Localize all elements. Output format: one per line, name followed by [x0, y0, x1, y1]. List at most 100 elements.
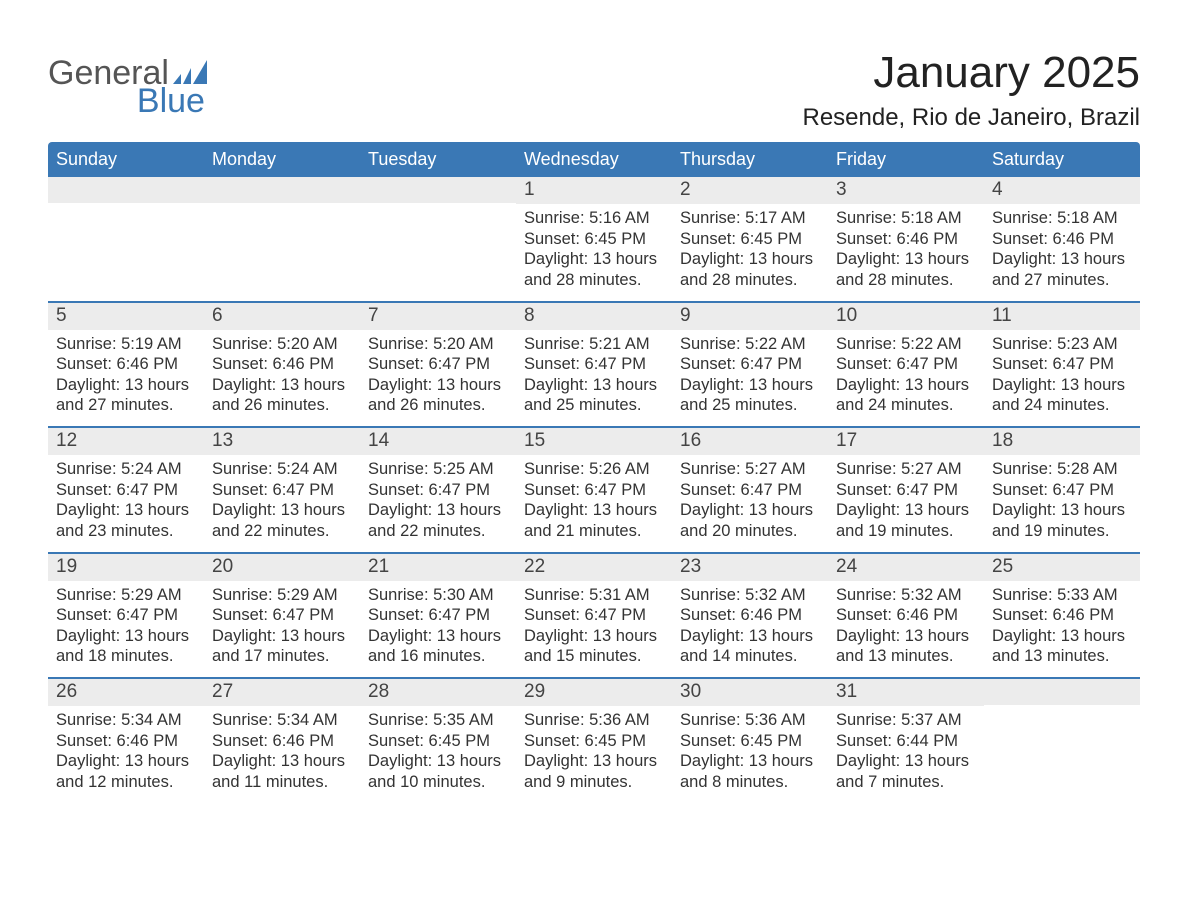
day-details: Sunrise: 5:24 AMSunset: 6:47 PMDaylight:… [204, 455, 360, 542]
day-details: Sunrise: 5:35 AMSunset: 6:45 PMDaylight:… [360, 706, 516, 793]
detail-line: Daylight: 13 hours [212, 500, 352, 521]
detail-line: Sunset: 6:46 PM [992, 605, 1132, 626]
day-cell: 3Sunrise: 5:18 AMSunset: 6:46 PMDaylight… [828, 177, 984, 301]
day-number: 19 [48, 554, 204, 581]
day-cell: 1Sunrise: 5:16 AMSunset: 6:45 PMDaylight… [516, 177, 672, 301]
detail-line: Sunrise: 5:32 AM [680, 585, 820, 606]
day-details: Sunrise: 5:32 AMSunset: 6:46 PMDaylight:… [672, 581, 828, 668]
day-details: Sunrise: 5:21 AMSunset: 6:47 PMDaylight:… [516, 330, 672, 417]
detail-line: Sunrise: 5:32 AM [836, 585, 976, 606]
day-number: 2 [672, 177, 828, 204]
detail-line: and 16 minutes. [368, 646, 508, 667]
day-cell: 16Sunrise: 5:27 AMSunset: 6:47 PMDayligh… [672, 428, 828, 552]
day-details: Sunrise: 5:22 AMSunset: 6:47 PMDaylight:… [672, 330, 828, 417]
title-block: January 2025 Resende, Rio de Janeiro, Br… [802, 48, 1140, 132]
detail-line: and 28 minutes. [524, 270, 664, 291]
detail-line: Sunrise: 5:25 AM [368, 459, 508, 480]
detail-line: Sunset: 6:45 PM [368, 731, 508, 752]
detail-line: Sunrise: 5:36 AM [524, 710, 664, 731]
detail-line: Daylight: 13 hours [368, 375, 508, 396]
detail-line: Sunrise: 5:20 AM [368, 334, 508, 355]
day-cell: 10Sunrise: 5:22 AMSunset: 6:47 PMDayligh… [828, 303, 984, 427]
day-details: Sunrise: 5:17 AMSunset: 6:45 PMDaylight:… [672, 204, 828, 291]
detail-line: Sunset: 6:47 PM [680, 354, 820, 375]
detail-line: Sunrise: 5:16 AM [524, 208, 664, 229]
detail-line: Daylight: 13 hours [992, 375, 1132, 396]
day-cell: 17Sunrise: 5:27 AMSunset: 6:47 PMDayligh… [828, 428, 984, 552]
detail-line: Daylight: 13 hours [836, 249, 976, 270]
detail-line: Daylight: 13 hours [368, 751, 508, 772]
day-details: Sunrise: 5:33 AMSunset: 6:46 PMDaylight:… [984, 581, 1140, 668]
day-number: 28 [360, 679, 516, 706]
day-number: 22 [516, 554, 672, 581]
day-cell: 27Sunrise: 5:34 AMSunset: 6:46 PMDayligh… [204, 679, 360, 803]
day-cell: 23Sunrise: 5:32 AMSunset: 6:46 PMDayligh… [672, 554, 828, 678]
week-row: 1Sunrise: 5:16 AMSunset: 6:45 PMDaylight… [48, 177, 1140, 301]
detail-line: and 18 minutes. [56, 646, 196, 667]
detail-line: and 22 minutes. [212, 521, 352, 542]
detail-line: Daylight: 13 hours [680, 626, 820, 647]
day-cell: 15Sunrise: 5:26 AMSunset: 6:47 PMDayligh… [516, 428, 672, 552]
detail-line: and 17 minutes. [212, 646, 352, 667]
detail-line: and 28 minutes. [680, 270, 820, 291]
detail-line: Sunset: 6:47 PM [56, 605, 196, 626]
detail-line: Sunrise: 5:29 AM [56, 585, 196, 606]
detail-line: Sunset: 6:46 PM [836, 229, 976, 250]
day-cell: 7Sunrise: 5:20 AMSunset: 6:47 PMDaylight… [360, 303, 516, 427]
detail-line: Sunset: 6:47 PM [212, 605, 352, 626]
detail-line: Sunrise: 5:37 AM [836, 710, 976, 731]
day-number [204, 177, 360, 203]
day-cell [360, 177, 516, 301]
detail-line: Sunrise: 5:27 AM [836, 459, 976, 480]
detail-line: and 20 minutes. [680, 521, 820, 542]
detail-line: Sunset: 6:47 PM [836, 480, 976, 501]
detail-line: and 14 minutes. [680, 646, 820, 667]
week-row: 5Sunrise: 5:19 AMSunset: 6:46 PMDaylight… [48, 301, 1140, 427]
detail-line: Daylight: 13 hours [56, 626, 196, 647]
detail-line: Sunrise: 5:23 AM [992, 334, 1132, 355]
day-number [984, 679, 1140, 705]
dow-label: Wednesday [516, 142, 672, 177]
day-cell: 26Sunrise: 5:34 AMSunset: 6:46 PMDayligh… [48, 679, 204, 803]
day-number: 29 [516, 679, 672, 706]
day-cell: 18Sunrise: 5:28 AMSunset: 6:47 PMDayligh… [984, 428, 1140, 552]
detail-line: Sunset: 6:47 PM [524, 354, 664, 375]
day-details: Sunrise: 5:18 AMSunset: 6:46 PMDaylight:… [984, 204, 1140, 291]
detail-line: Sunset: 6:46 PM [212, 731, 352, 752]
detail-line: and 13 minutes. [836, 646, 976, 667]
detail-line: Sunset: 6:47 PM [992, 480, 1132, 501]
detail-line: Sunset: 6:44 PM [836, 731, 976, 752]
detail-line: and 12 minutes. [56, 772, 196, 793]
detail-line: Daylight: 13 hours [524, 500, 664, 521]
detail-line: and 26 minutes. [212, 395, 352, 416]
day-of-week-header: SundayMondayTuesdayWednesdayThursdayFrid… [48, 142, 1140, 177]
day-details: Sunrise: 5:30 AMSunset: 6:47 PMDaylight:… [360, 581, 516, 668]
detail-line: Sunset: 6:45 PM [524, 731, 664, 752]
detail-line: Daylight: 13 hours [992, 249, 1132, 270]
day-cell [48, 177, 204, 301]
detail-line: Sunset: 6:45 PM [680, 731, 820, 752]
detail-line: Sunset: 6:47 PM [836, 354, 976, 375]
detail-line: and 15 minutes. [524, 646, 664, 667]
day-number: 21 [360, 554, 516, 581]
day-number: 9 [672, 303, 828, 330]
day-cell [984, 679, 1140, 803]
day-details: Sunrise: 5:28 AMSunset: 6:47 PMDaylight:… [984, 455, 1140, 542]
detail-line: and 19 minutes. [836, 521, 976, 542]
detail-line: Sunrise: 5:18 AM [836, 208, 976, 229]
day-number: 4 [984, 177, 1140, 204]
day-number: 26 [48, 679, 204, 706]
detail-line: Sunrise: 5:18 AM [992, 208, 1132, 229]
detail-line: Sunset: 6:47 PM [212, 480, 352, 501]
day-number: 6 [204, 303, 360, 330]
detail-line: Daylight: 13 hours [524, 751, 664, 772]
detail-line: Sunset: 6:47 PM [368, 354, 508, 375]
week-row: 12Sunrise: 5:24 AMSunset: 6:47 PMDayligh… [48, 426, 1140, 552]
day-details: Sunrise: 5:20 AMSunset: 6:46 PMDaylight:… [204, 330, 360, 417]
day-number: 20 [204, 554, 360, 581]
day-details: Sunrise: 5:22 AMSunset: 6:47 PMDaylight:… [828, 330, 984, 417]
calendar-document: General Blue January 2025 Resende, Rio d… [0, 0, 1188, 833]
detail-line: Daylight: 13 hours [680, 375, 820, 396]
day-number: 23 [672, 554, 828, 581]
detail-line: Sunrise: 5:24 AM [212, 459, 352, 480]
